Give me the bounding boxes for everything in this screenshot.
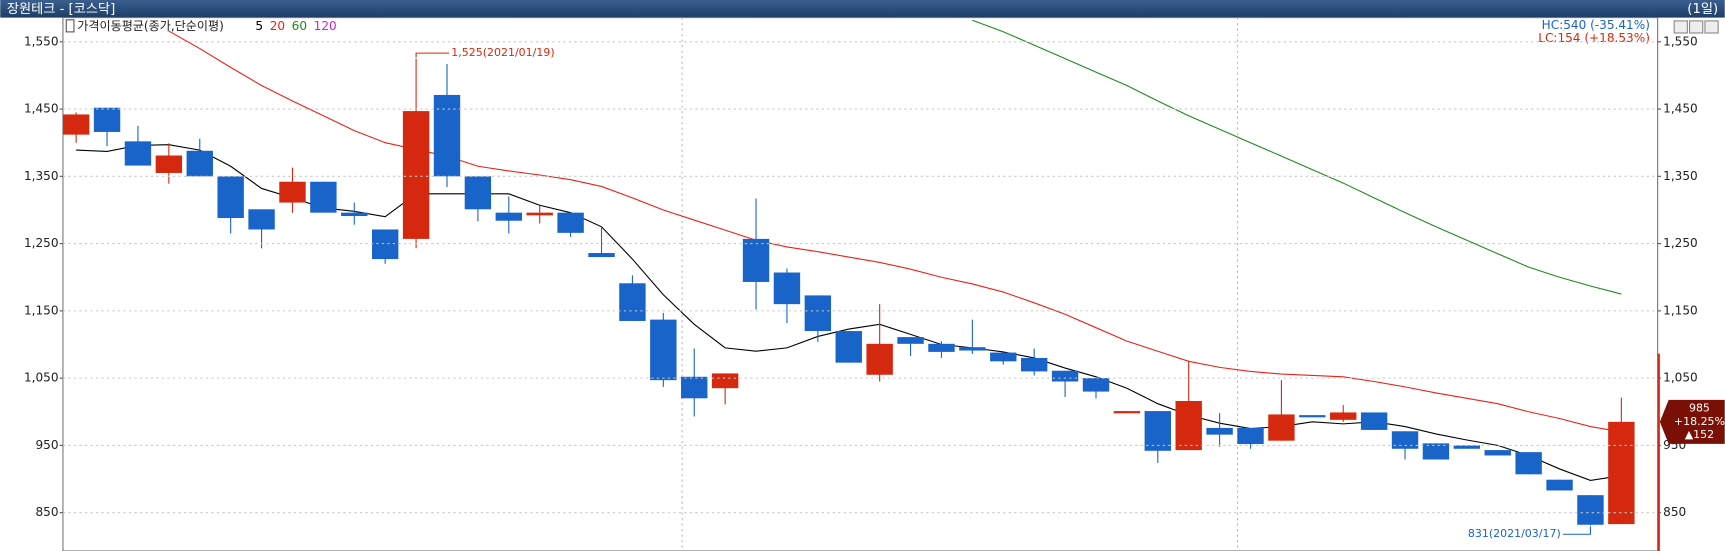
y-tick-label: 1,250	[24, 236, 59, 250]
candle-body	[1577, 495, 1604, 525]
high-info: HC:540 (-35.41%)	[1542, 18, 1650, 32]
candle-body	[681, 376, 708, 399]
legend-entry: 60	[292, 19, 307, 33]
candle-body	[804, 295, 832, 332]
legend-entry: 20	[270, 19, 285, 33]
candle-body	[1268, 414, 1295, 441]
candle-body	[155, 155, 183, 173]
min-annotation: 831(2021/03/17)	[1468, 527, 1561, 540]
y-tick-label-right: 1,250	[1663, 236, 1698, 250]
candle-body	[557, 212, 584, 233]
toolbar-icons[interactable]	[1673, 20, 1719, 34]
max-annotation: 1,525(2021/01/19)	[451, 46, 554, 59]
candle-body	[186, 150, 213, 177]
candle-body	[1546, 479, 1573, 491]
candle-body	[341, 212, 368, 217]
candle-body	[526, 212, 553, 216]
legend-title: 가격이동평균(종가,단순이평)	[77, 19, 224, 33]
candle-body	[1360, 412, 1388, 430]
y-tick-label: 950	[35, 438, 58, 452]
min-marker	[1562, 526, 1592, 535]
candle-body	[1391, 431, 1419, 449]
candle-body	[866, 343, 893, 375]
candle-body	[464, 176, 492, 210]
candle-body	[1299, 415, 1326, 418]
window-title: 장원테크 - [코스닥]	[7, 1, 115, 17]
candle-body	[773, 272, 801, 305]
candle-body	[495, 212, 523, 221]
y-tick-label-right: 1,150	[1663, 303, 1698, 317]
candle-body	[1051, 370, 1079, 382]
period[interactable]: (1일)	[1687, 1, 1718, 17]
candle-body	[1484, 450, 1511, 456]
candle-body	[928, 343, 955, 352]
y-tick-label: 1,150	[24, 303, 59, 317]
candle-body	[650, 319, 677, 381]
candle-body	[897, 337, 924, 344]
price-tag-change: +18.25%	[1674, 415, 1725, 428]
candle-body	[835, 331, 862, 363]
price-range-bar	[1657, 353, 1660, 551]
candle-body	[619, 283, 646, 321]
plot-area	[62, 17, 1659, 551]
y-tick-label-right: 1,550	[1663, 34, 1698, 48]
price-tag	[1659, 399, 1725, 444]
candle-body	[1113, 411, 1141, 414]
candle-body	[62, 114, 90, 135]
candle-body	[433, 94, 461, 177]
moving-average-line	[972, 19, 1622, 295]
y-tick-label-right: 1,050	[1663, 371, 1698, 385]
y-tick-label-right: 1,450	[1663, 102, 1698, 116]
candle-body	[1330, 412, 1357, 420]
candle-body	[1515, 452, 1542, 475]
candle-body	[1082, 378, 1110, 392]
candle-body	[402, 111, 430, 239]
legend-entry: 5	[255, 19, 263, 33]
candle-body	[1453, 445, 1481, 449]
y-tick-label: 1,050	[24, 371, 59, 385]
candle-body	[1608, 421, 1635, 525]
y-tick-label-right: 850	[1663, 505, 1686, 519]
candle-body	[742, 238, 770, 282]
y-tick-label: 1,450	[24, 102, 59, 116]
price-tag-diff: ▲152	[1685, 428, 1714, 441]
candle-body	[1020, 357, 1048, 372]
y-tick-label: 850	[35, 505, 58, 519]
candle-body	[1175, 401, 1202, 451]
candle-body	[217, 176, 244, 219]
candle-body	[1144, 411, 1171, 451]
candle-body	[1206, 427, 1233, 435]
legend-entry: 120	[314, 19, 337, 33]
candle-body	[588, 253, 615, 258]
candle-body	[1422, 443, 1450, 460]
candle-body	[310, 181, 337, 213]
candle-body	[959, 347, 986, 351]
plot	[62, 19, 1635, 526]
y-tick-label: 1,350	[24, 169, 59, 183]
y-tick-label: 1,550	[24, 34, 59, 48]
y-tick-label-right: 1,350	[1663, 169, 1698, 183]
candle-body	[93, 107, 121, 132]
candle-body	[990, 352, 1017, 362]
max-marker	[415, 52, 450, 58]
low-info: LC:154 (+18.53%)	[1538, 31, 1650, 45]
candle-body	[711, 373, 739, 389]
legend-icon[interactable]	[65, 19, 75, 33]
candle-body	[279, 181, 306, 203]
candle-body	[1237, 427, 1264, 445]
candle-body	[124, 141, 152, 166]
price-tag-value: 985	[1689, 402, 1710, 415]
candle-body	[248, 209, 275, 230]
title-bar	[0, 0, 1725, 18]
candle-body	[371, 229, 399, 260]
